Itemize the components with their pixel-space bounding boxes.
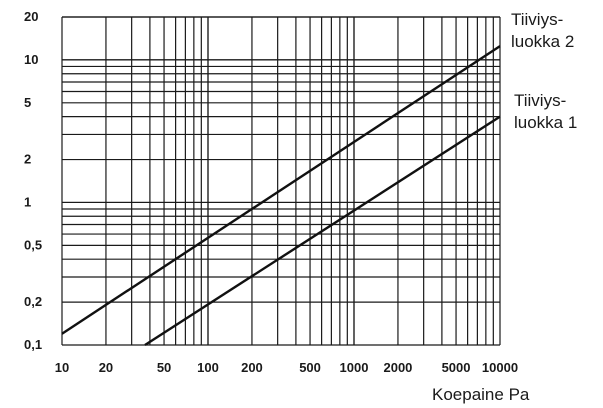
x-tick-label: 20 <box>99 360 113 375</box>
x-tick-label: 10 <box>55 360 69 375</box>
y-tick-label: 2 <box>24 152 31 167</box>
x-tick-label: 10000 <box>482 360 518 375</box>
series-label-line: luokka 1 <box>514 113 577 132</box>
y-tick-label: 1 <box>24 194 31 209</box>
y-tick-label: 0,5 <box>24 237 42 252</box>
y-tick-label: 0,1 <box>24 337 42 352</box>
series-label-tiiviysluokka-2: Tiiviys- luokka 2 <box>511 10 574 51</box>
x-tick-label: 500 <box>299 360 321 375</box>
series-label-tiiviysluokka-1: Tiiviys- luokka 1 <box>514 91 577 132</box>
x-tick-label: 200 <box>241 360 263 375</box>
series-label-line: Tiiviys- <box>514 91 566 110</box>
series-lines <box>61 45 501 347</box>
series-line-2 <box>144 115 501 347</box>
series-label-line: luokka 2 <box>511 32 574 51</box>
y-tick-label: 20 <box>24 9 38 24</box>
grid <box>61 16 501 346</box>
y-tick-label: 10 <box>24 52 38 67</box>
x-tick-label: 5000 <box>442 360 471 375</box>
x-tick-label: 2000 <box>383 360 412 375</box>
x-tick-label: 100 <box>197 360 219 375</box>
y-tick-label: 5 <box>24 95 31 110</box>
x-axis-ticks: 10 20 50 100 200 500 1000 2000 5000 10000 <box>55 360 518 375</box>
y-axis-ticks: 0,1 0,2 0,5 1 2 5 10 20 <box>24 9 42 352</box>
x-axis-title: Koepaine Pa <box>432 385 530 404</box>
y-tick-label: 0,2 <box>24 294 42 309</box>
series-label-line: Tiiviys- <box>511 10 563 29</box>
x-tick-label: 50 <box>157 360 171 375</box>
x-tick-label: 1000 <box>340 360 369 375</box>
series-line-1 <box>61 45 501 335</box>
